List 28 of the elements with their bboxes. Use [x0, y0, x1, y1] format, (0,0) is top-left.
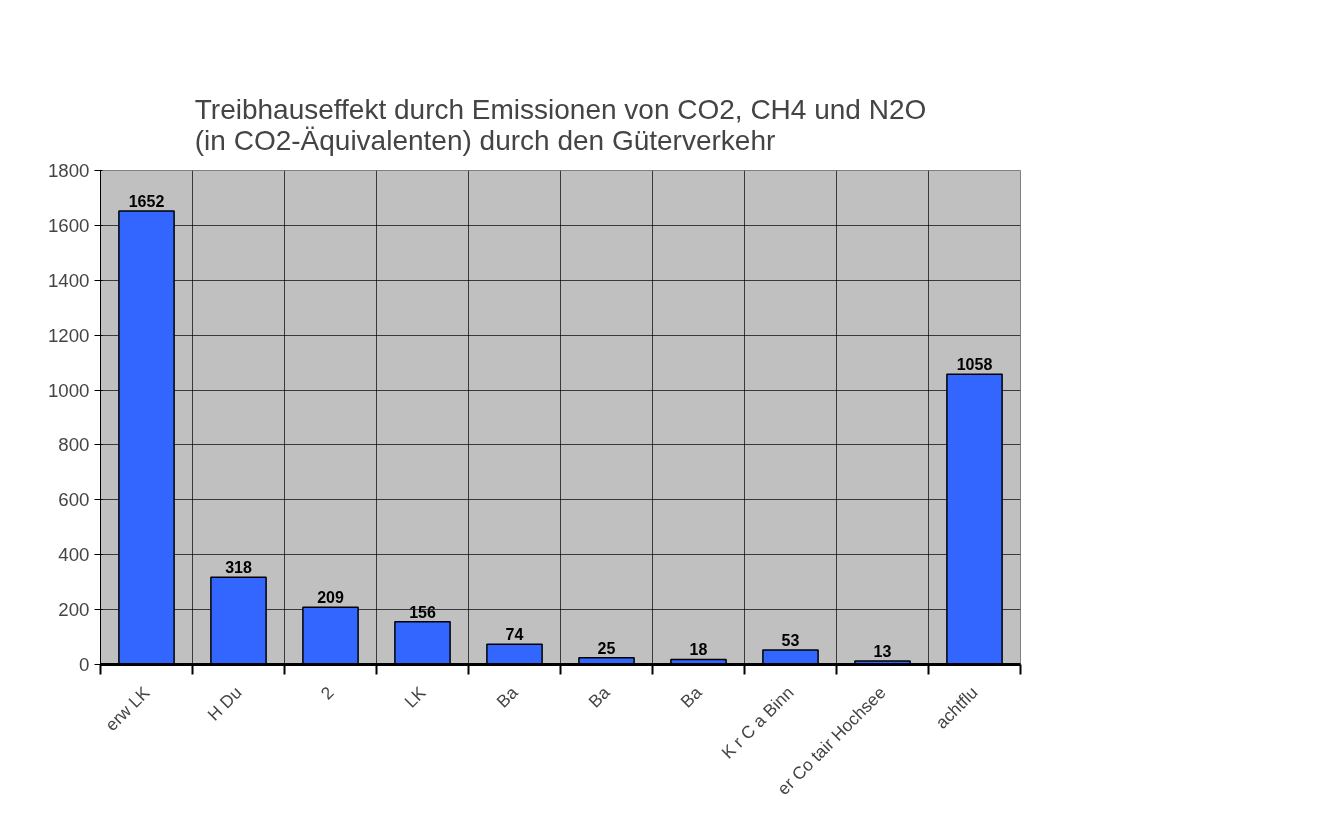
- data-label: 13: [873, 642, 892, 660]
- x-tick-label: K r C a Binn: [717, 682, 798, 763]
- x-tick-label: Ba: [676, 682, 706, 712]
- y-tick-label: 1600: [48, 214, 90, 236]
- x-tick-label: LK: [400, 682, 430, 712]
- y-tick-label: 800: [58, 434, 90, 456]
- y-tick-label: 1000: [48, 379, 90, 401]
- y-tick-label: 1800: [48, 160, 90, 181]
- data-label: 1058: [956, 356, 993, 374]
- data-label: 209: [317, 589, 344, 607]
- y-tick-label: 600: [58, 489, 90, 511]
- y-tick-label: 0: [79, 654, 90, 675]
- x-tick-label: H Du: [203, 682, 246, 725]
- y-tick-label: 1400: [48, 269, 90, 291]
- x-tick-label: erw LK: [101, 682, 154, 735]
- chart-title: Treibhauseffekt durch Emissionen von CO2, CH4 und N2O (in CO2-Äquivalenten) durch den Güterverkehr: [194, 93, 927, 156]
- data-label: 1652: [128, 193, 165, 210]
- x-tick-label: Ba: [492, 682, 522, 712]
- y-tick-label: 1200: [48, 324, 90, 346]
- y-tick-label: 200: [58, 599, 90, 621]
- data-label: 318: [225, 559, 252, 577]
- data-label: 74: [505, 626, 524, 644]
- x-tick-label: 2: [316, 682, 338, 704]
- x-tick-label: Ba: [584, 682, 614, 712]
- data-label: 18: [689, 641, 708, 659]
- data-label: 53: [781, 631, 800, 649]
- y-tick-label: 400: [58, 544, 90, 566]
- data-label: 25: [597, 639, 616, 657]
